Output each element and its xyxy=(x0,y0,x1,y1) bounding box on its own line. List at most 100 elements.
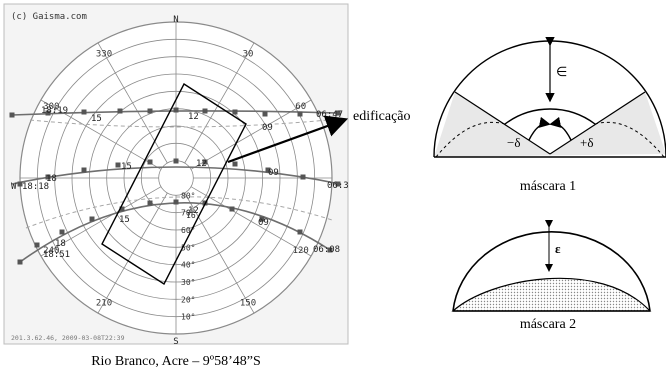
hour-marker xyxy=(45,110,51,116)
winter-hour-12: 12 xyxy=(188,206,199,216)
winter-hour-0608: 06:08 xyxy=(313,245,340,255)
south-label: S xyxy=(173,337,178,347)
intermediate-path xyxy=(29,119,329,128)
winter-hour-18: 18 xyxy=(55,239,66,249)
altitude-label: 80° xyxy=(181,191,195,200)
azimuth-label: 150 xyxy=(240,299,256,309)
hour-marker xyxy=(229,206,235,212)
azimuth-label: 60 xyxy=(295,102,306,112)
hour-marker xyxy=(45,174,51,180)
hour-marker xyxy=(173,199,179,205)
sunpath-caption: Rio Branco, Acre – 9º58’48”S xyxy=(91,354,261,369)
equinox-hour-1818: 18:18 xyxy=(22,182,49,192)
altitude-label: 30° xyxy=(181,278,195,287)
azimuth-spoke xyxy=(40,186,162,257)
azimuth-spoke xyxy=(97,42,168,164)
hour-marker xyxy=(259,216,265,222)
hour-marker xyxy=(81,109,87,115)
hour-marker xyxy=(9,112,15,118)
hour-marker xyxy=(147,159,153,165)
equinox-hour-12: 12 xyxy=(196,159,207,169)
building-outline xyxy=(101,82,247,286)
mask1-diagram: ∈ −δ +δ xyxy=(433,36,666,158)
mask1-plus-delta-label: +δ xyxy=(580,135,593,150)
azimuth-label: 120 xyxy=(293,246,309,256)
azimuth-label: 30 xyxy=(243,49,254,59)
azimuth-label: 240 xyxy=(43,246,59,256)
hour-marker xyxy=(117,108,123,114)
winter-hour-15: 15 xyxy=(119,215,130,225)
hour-marker xyxy=(300,174,306,180)
intermediate-path xyxy=(25,196,333,229)
inner-hour-16: 16 xyxy=(186,211,196,220)
hour-marker xyxy=(265,167,271,173)
building-arrow xyxy=(227,115,349,164)
mask1-minus-delta-label: −δ xyxy=(507,135,520,150)
hour-marker xyxy=(232,109,238,115)
azimuth-spoke xyxy=(184,192,255,314)
sunpath-grid xyxy=(19,21,333,335)
azimuth-spoke xyxy=(190,186,312,257)
hour-marker xyxy=(147,108,153,114)
mask1-dashed-left xyxy=(435,121,506,158)
building-label: edificação xyxy=(353,109,411,124)
equinox-hour-15: 15 xyxy=(121,162,132,172)
azimuth-label: 330 xyxy=(96,49,112,59)
mask1-epsilon-label: ∈ xyxy=(556,64,567,79)
mask1-shaded-sectors xyxy=(434,92,666,157)
hour-marker xyxy=(335,110,341,116)
mask2-epsilon-label: ε xyxy=(555,241,561,256)
hour-marker xyxy=(297,229,303,235)
hour-marker xyxy=(17,259,23,265)
hour-marker xyxy=(232,161,238,167)
hour-marker xyxy=(34,242,40,248)
footer-id-text: 201.3.62.46, 2009-03-08T22:39 xyxy=(11,334,125,342)
altitude-labels: 80° 70° 60° 50° 40° 30° 20° 10° xyxy=(181,191,195,321)
azimuth-spoke xyxy=(97,192,168,314)
north-label: N xyxy=(173,15,178,25)
sun-path-curves xyxy=(9,107,341,265)
sunpath-diagram: 330 30 300 60 240 120 210 150 80° 70° 60° 50° 40° 30… xyxy=(3,3,349,347)
summer-hour-0647: 06:47 xyxy=(316,110,343,120)
altitude-label: 40° xyxy=(181,261,195,270)
winter-hour-1851: 18:51 xyxy=(43,250,70,260)
hour-marker xyxy=(147,200,153,206)
mask2-diagram: ε xyxy=(451,220,652,312)
hour-marker xyxy=(59,229,65,235)
hour-marker xyxy=(202,108,208,114)
mask1-dashed-right xyxy=(594,121,665,158)
azimuth-label: 210 xyxy=(96,299,112,309)
hour-marker xyxy=(81,167,87,173)
azimuth-label: 300 xyxy=(43,102,59,112)
hour-marker xyxy=(335,181,341,187)
hour-marker xyxy=(89,216,95,222)
mask2-caption: máscara 2 xyxy=(520,317,576,332)
mask1-minus-delta-arrow xyxy=(528,116,551,141)
summer-hour-09: 09 xyxy=(262,123,273,133)
altitude-label: 60° xyxy=(181,226,195,235)
winter-hour-09: 09 xyxy=(258,218,269,228)
mask1-inner-arc xyxy=(504,108,596,125)
mask1-plus-delta-arrow xyxy=(549,116,572,141)
altitude-label: 10° xyxy=(181,313,195,322)
mask1-central-sector xyxy=(505,109,595,154)
hour-marker xyxy=(327,247,333,253)
summer-hour-1819: 18:19 xyxy=(41,106,68,116)
hour-marker xyxy=(17,181,23,187)
equinox-hour-09: 09 xyxy=(268,168,279,178)
summer-hour-15: 15 xyxy=(91,114,102,124)
hour-marker xyxy=(262,111,268,117)
altitude-label: 50° xyxy=(181,243,195,252)
hour-marker xyxy=(173,107,179,113)
azimuth-labels: 330 30 300 60 240 120 210 150 xyxy=(43,49,309,308)
azimuth-spoke xyxy=(184,42,255,164)
equinox-hour-18: 18 xyxy=(46,174,57,184)
mask2-shaded-region xyxy=(451,277,652,312)
equinox-hour-063: 06:3 xyxy=(327,181,349,191)
altitude-label: 20° xyxy=(181,295,195,304)
mask1-caption: máscara 1 xyxy=(520,179,576,194)
summer-hour-12: 12 xyxy=(188,112,199,122)
equinox-path xyxy=(11,166,341,185)
hour-marker xyxy=(202,159,208,165)
